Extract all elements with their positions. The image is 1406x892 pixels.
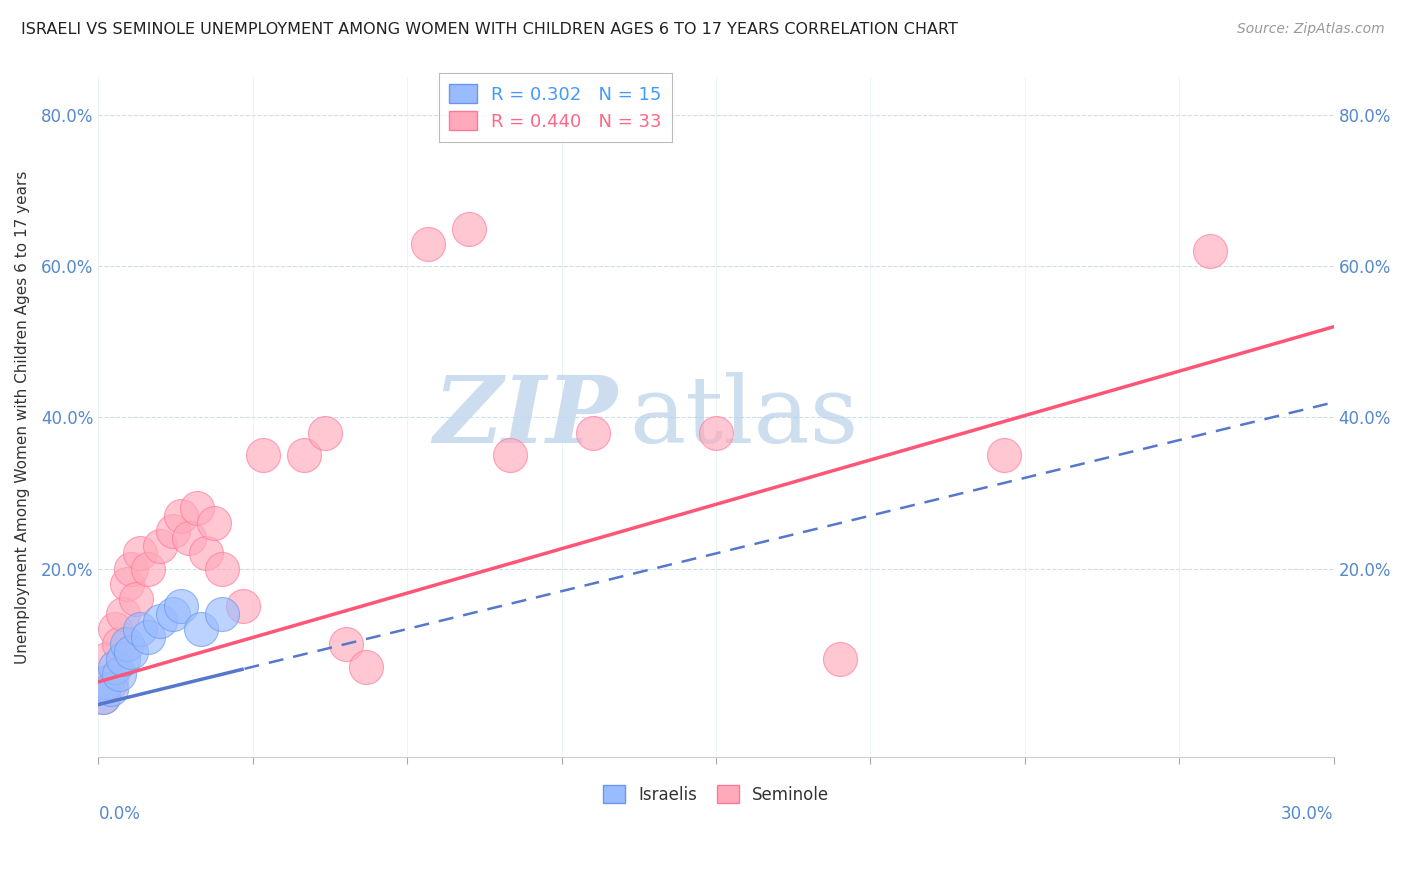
Point — [117, 637, 139, 651]
Text: ISRAELI VS SEMINOLE UNEMPLOYMENT AMONG WOMEN WITH CHILDREN AGES 6 TO 17 YEARS CO: ISRAELI VS SEMINOLE UNEMPLOYMENT AMONG W… — [21, 22, 957, 37]
Point — [136, 561, 159, 575]
Point — [177, 531, 200, 545]
Point — [211, 561, 233, 575]
Point — [292, 448, 315, 462]
Point — [162, 607, 184, 621]
Point — [170, 508, 193, 523]
Point — [149, 615, 172, 629]
Point — [128, 546, 150, 560]
Point — [499, 448, 522, 462]
Point — [117, 576, 139, 591]
Point — [704, 425, 727, 440]
Point — [128, 622, 150, 636]
Point — [96, 674, 118, 689]
Y-axis label: Unemployment Among Women with Children Ages 6 to 17 years: Unemployment Among Women with Children A… — [15, 170, 30, 665]
Point — [136, 630, 159, 644]
Point — [202, 516, 225, 531]
Text: 30.0%: 30.0% — [1281, 805, 1334, 823]
Point — [828, 652, 851, 666]
Point — [416, 236, 439, 251]
Point — [252, 448, 274, 462]
Point — [170, 599, 193, 614]
Point — [162, 524, 184, 538]
Point — [120, 645, 142, 659]
Text: 0.0%: 0.0% — [98, 805, 141, 823]
Text: ZIP: ZIP — [433, 373, 617, 462]
Point — [993, 448, 1015, 462]
Point — [120, 561, 142, 575]
Point — [314, 425, 336, 440]
Point — [581, 425, 603, 440]
Point — [335, 637, 357, 651]
Point — [91, 690, 114, 704]
Legend: Israelis, Seminole: Israelis, Seminole — [596, 779, 835, 810]
Point — [100, 682, 122, 697]
Point — [104, 659, 127, 673]
Point — [354, 659, 377, 673]
Point — [232, 599, 254, 614]
Point — [112, 652, 135, 666]
Point — [100, 674, 122, 689]
Text: atlas: atlas — [630, 373, 859, 462]
Point — [124, 591, 146, 606]
Point — [186, 501, 208, 516]
Point — [1199, 244, 1222, 259]
Point — [104, 622, 127, 636]
Point — [108, 637, 131, 651]
Point — [190, 622, 212, 636]
Point — [91, 690, 114, 704]
Text: Source: ZipAtlas.com: Source: ZipAtlas.com — [1237, 22, 1385, 37]
Point — [108, 667, 131, 681]
Point — [458, 221, 481, 235]
Point — [112, 607, 135, 621]
Point — [211, 607, 233, 621]
Point — [194, 546, 217, 560]
Point — [96, 652, 118, 666]
Point — [149, 539, 172, 553]
